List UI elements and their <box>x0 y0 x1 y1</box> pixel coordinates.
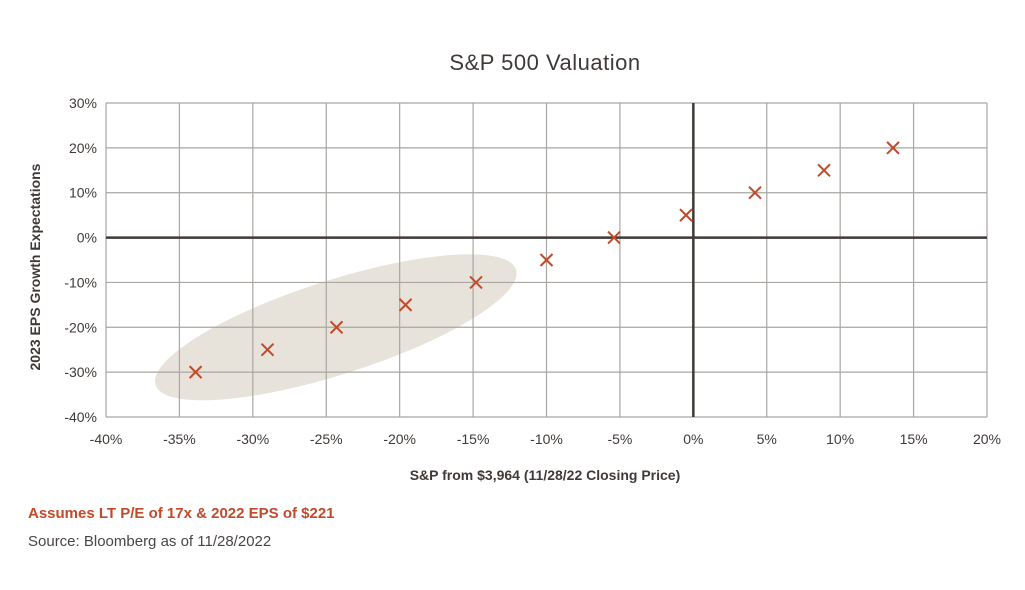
x-axis-label: S&P from $3,964 (11/28/22 Closing Price) <box>410 467 681 483</box>
zero-axes <box>106 103 987 417</box>
data-point-stroke <box>679 208 693 222</box>
data-point-stroke <box>469 275 483 290</box>
data-point <box>679 208 693 222</box>
x-tick-label: -30% <box>236 431 269 447</box>
x-tick-label: -40% <box>90 431 123 447</box>
y-tick-label: -10% <box>64 274 97 290</box>
data-point-stroke <box>539 253 554 267</box>
data-point <box>607 230 621 245</box>
data-point <box>329 320 344 334</box>
source-note: Source: Bloomberg as of 11/28/2022 <box>28 533 272 550</box>
x-tick-label: -20% <box>383 431 416 447</box>
data-point <box>260 343 275 357</box>
x-tick-label: 15% <box>900 431 928 447</box>
x-tick-label: -10% <box>530 431 563 447</box>
tick-labels: -40% -35% -30% -25% -20% -15% -10% -5% 0% 5% 10% 15… <box>64 95 1001 447</box>
x-tick-label: 10% <box>826 431 854 447</box>
y-tick-label: 20% <box>69 140 97 156</box>
y-tick-label: 30% <box>69 95 97 111</box>
data-point-stroke <box>398 298 413 312</box>
assumption-note: Assumes LT P/E of 17x & 2022 EPS of $221 <box>28 505 335 522</box>
data-point-stroke <box>329 320 344 334</box>
x-tick-label: 5% <box>757 431 777 447</box>
y-tick-label: 0% <box>77 230 97 246</box>
data-point-stroke <box>607 230 621 245</box>
data-point <box>398 298 413 312</box>
chart-title: S&P 500 Valuation <box>449 50 640 75</box>
data-point <box>886 141 900 155</box>
x-tick-label: 0% <box>683 431 703 447</box>
data-point-stroke <box>886 141 900 155</box>
data-point <box>748 186 762 200</box>
data-point-stroke <box>748 186 762 200</box>
data-points <box>188 141 900 379</box>
data-point-stroke <box>817 163 831 177</box>
y-axis-label: 2023 EPS Growth Expectations <box>27 163 43 370</box>
data-point <box>188 365 203 379</box>
data-point <box>817 163 831 177</box>
data-point <box>469 275 483 290</box>
data-point-stroke <box>260 343 275 357</box>
y-tick-label: -40% <box>64 409 97 425</box>
y-tick-label: -30% <box>64 364 97 380</box>
y-tick-label: 10% <box>69 185 97 201</box>
data-point-stroke <box>188 365 203 379</box>
x-tick-label: -25% <box>310 431 343 447</box>
x-tick-label: -15% <box>457 431 490 447</box>
x-tick-label: -35% <box>163 431 196 447</box>
data-point <box>539 253 554 267</box>
x-tick-label: 20% <box>973 431 1001 447</box>
x-tick-label: -5% <box>607 431 632 447</box>
y-tick-label: -20% <box>64 319 97 335</box>
